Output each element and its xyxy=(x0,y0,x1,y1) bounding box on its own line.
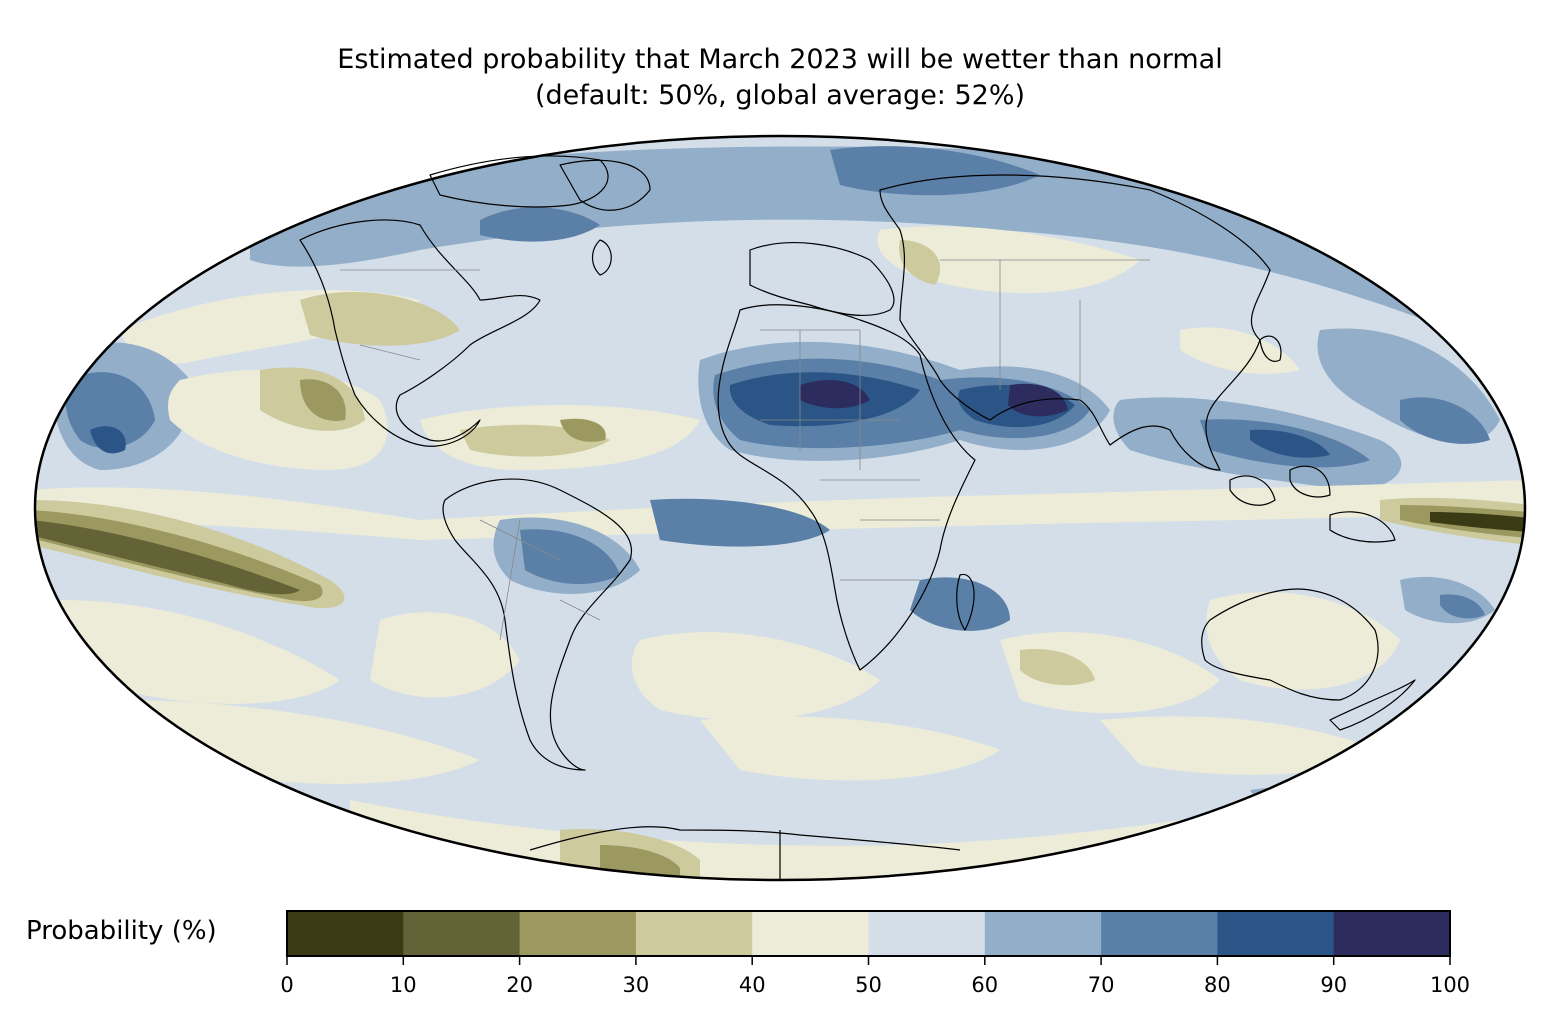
colorbar-tick-label: 50 xyxy=(855,973,882,997)
colorbar-bin xyxy=(752,911,869,956)
colorbar-tick-label: 30 xyxy=(623,973,650,997)
colorbar-tick-label: 60 xyxy=(971,973,998,997)
colorbar-bin xyxy=(1217,911,1335,956)
coastlines xyxy=(299,155,1416,880)
colorbar-bin xyxy=(287,911,404,956)
colorbar-tick-label: 80 xyxy=(1204,973,1231,997)
colorbar-bin xyxy=(403,911,521,956)
chart-title: Estimated probability that March 2023 wi… xyxy=(337,44,1223,75)
colorbar-tick-label: 90 xyxy=(1320,973,1347,997)
map-boundary xyxy=(33,134,1527,882)
colorbar-tick-label: 70 xyxy=(1088,973,1115,997)
colorbar-bin xyxy=(635,911,753,956)
colorbar-tick-label: 0 xyxy=(280,973,293,997)
colorbar-tick-label: 40 xyxy=(739,973,766,997)
colorbar-bin xyxy=(984,911,1102,956)
colorbar-tick-label: 10 xyxy=(390,973,417,997)
colorbar-bin xyxy=(519,911,637,956)
colorbar-tick-label: 100 xyxy=(1430,973,1470,997)
chart-subtitle: (default: 50%, global average: 52%) xyxy=(534,80,1026,111)
colorbar-bin xyxy=(868,911,986,956)
colorbar-label: Probability (%) xyxy=(26,916,217,946)
probability-field xyxy=(35,136,1525,880)
colorbar-tick-label: 20 xyxy=(506,973,533,997)
world-map xyxy=(33,134,1527,882)
country-borders xyxy=(340,259,1150,641)
colorbar-bin xyxy=(1101,911,1218,956)
colorbar-bin xyxy=(1333,911,1451,956)
